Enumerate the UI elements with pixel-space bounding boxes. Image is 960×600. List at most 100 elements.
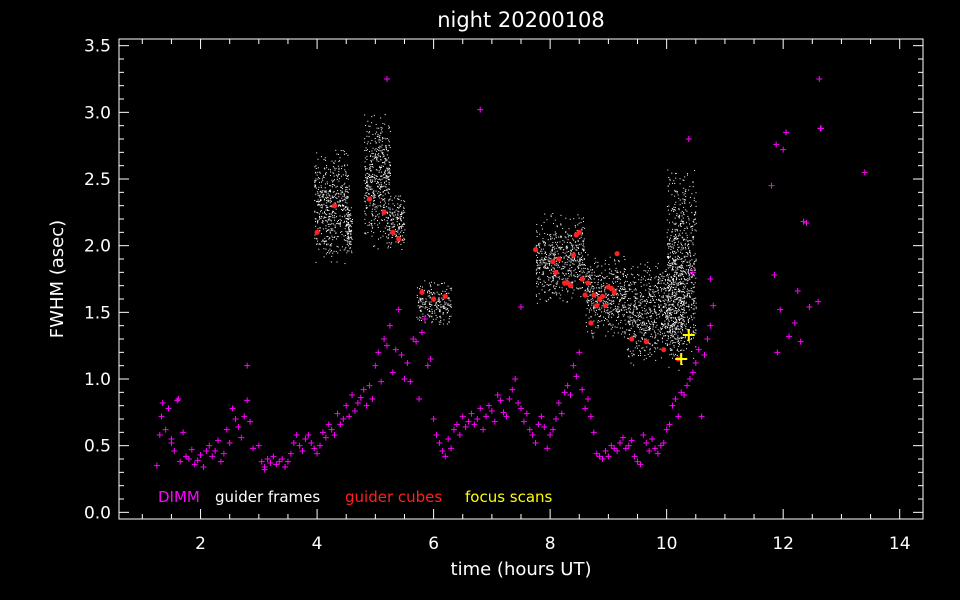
dimm-point [777, 306, 784, 313]
guider-frame-point [369, 176, 371, 178]
guider-cube-point [588, 320, 594, 326]
guider-frame-point [544, 242, 546, 244]
guider-frame-point [673, 260, 675, 262]
guider-frame-point [649, 309, 651, 311]
guider-frame-point [343, 184, 345, 186]
guider-frame-point [683, 307, 685, 309]
guider-frame-point [395, 216, 397, 218]
guider-frame-point [579, 244, 581, 246]
guider-frame-point [419, 310, 421, 312]
guider-frame-point [683, 200, 685, 202]
guider-frame-point [669, 260, 671, 262]
guider-frames-series [314, 114, 697, 371]
dimm-point [474, 416, 481, 422]
guider-frame-point [632, 313, 634, 315]
guider-frame-point [343, 193, 345, 195]
guider-frame-point [687, 261, 689, 263]
guider-frame-point [387, 207, 389, 209]
guider-frame-point [557, 280, 559, 282]
guider-frame-point [443, 307, 445, 309]
guider-frame-point [536, 286, 538, 288]
guider-frame-point [612, 294, 614, 296]
guider-frame-point [684, 295, 686, 297]
guider-frame-point [675, 333, 677, 335]
guider-frame-point [551, 265, 553, 267]
guider-frame-point [644, 275, 646, 277]
guider-frame-point [669, 237, 671, 239]
guider-frame-point [686, 245, 688, 247]
guider-frame-point [680, 278, 682, 280]
guider-frame-point [347, 197, 349, 199]
guider-frame-point [666, 315, 668, 317]
guider-frame-point [635, 308, 637, 310]
guider-frame-point [623, 286, 625, 288]
guider-frame-point [443, 305, 445, 307]
guider-frame-point [545, 252, 547, 254]
guider-frame-point [573, 258, 575, 260]
guider-frame-point [314, 200, 316, 202]
guider-frame-point [637, 319, 639, 321]
guider-frame-point [346, 215, 348, 217]
guider-frame-point [327, 219, 329, 221]
guider-frame-point [627, 337, 629, 339]
guider-frame-point [671, 262, 673, 264]
guider-frame-point [381, 178, 383, 180]
guider-frame-point [379, 187, 381, 189]
guider-frame-point [693, 297, 695, 299]
guider-frame-point [682, 192, 684, 194]
guider-frame-point [535, 294, 537, 296]
guider-frame-point [611, 316, 613, 318]
guider-frame-point [543, 241, 545, 243]
guider-frame-point [681, 219, 683, 221]
guider-frame-point [337, 223, 339, 225]
guider-frame-point [321, 233, 323, 235]
guider-frame-point [323, 193, 325, 195]
guider-frame-point [314, 211, 316, 213]
guider-frame-point [597, 325, 599, 327]
guider-frame-point [317, 204, 319, 206]
guider-frame-point [662, 313, 664, 315]
guider-frame-point [587, 302, 589, 304]
guider-frame-point [388, 141, 390, 143]
guider-frame-point [339, 225, 341, 227]
guider-frame-point [332, 223, 334, 225]
guider-frame-point [690, 307, 692, 309]
guider-frame-point [635, 297, 637, 299]
guider-frame-point [664, 305, 666, 307]
guider-frame-point [331, 205, 333, 207]
guider-frame-point [574, 258, 576, 260]
guider-frame-point [560, 223, 562, 225]
guider-frame-point [669, 313, 671, 315]
guider-frame-point [384, 171, 386, 173]
guider-frame-point [591, 332, 593, 334]
dimm-point [351, 408, 358, 414]
guider-frame-point [679, 305, 681, 307]
guider-frame-point [658, 305, 660, 307]
guider-frame-point [570, 252, 572, 254]
guider-frame-point [585, 325, 587, 327]
guider-frame-point [629, 311, 631, 313]
guider-frame-point [346, 220, 348, 222]
guider-frame-point [683, 301, 685, 303]
guider-frame-point [573, 260, 575, 262]
guider-frame-point [656, 324, 658, 326]
guider-frame-point [367, 120, 369, 122]
dimm-point [695, 346, 702, 353]
guider-frame-point [695, 277, 697, 279]
guider-frame-point [662, 324, 664, 326]
guider-frame-point [557, 266, 559, 268]
guider-frame-point [641, 347, 643, 349]
guider-frame-point [549, 234, 551, 236]
guider-frame-point [627, 321, 629, 323]
guider-frame-point [316, 238, 318, 240]
guider-frame-point [364, 166, 366, 168]
guider-frame-point [619, 291, 621, 293]
guider-frame-point [368, 136, 370, 138]
guider-frame-point [385, 138, 387, 140]
guider-frame-point [545, 256, 547, 258]
guider-frame-point [389, 126, 391, 128]
guider-frame-point [383, 172, 385, 174]
guider-frame-point [601, 272, 603, 274]
guider-frame-point [635, 335, 637, 337]
guider-frame-point [682, 300, 684, 302]
